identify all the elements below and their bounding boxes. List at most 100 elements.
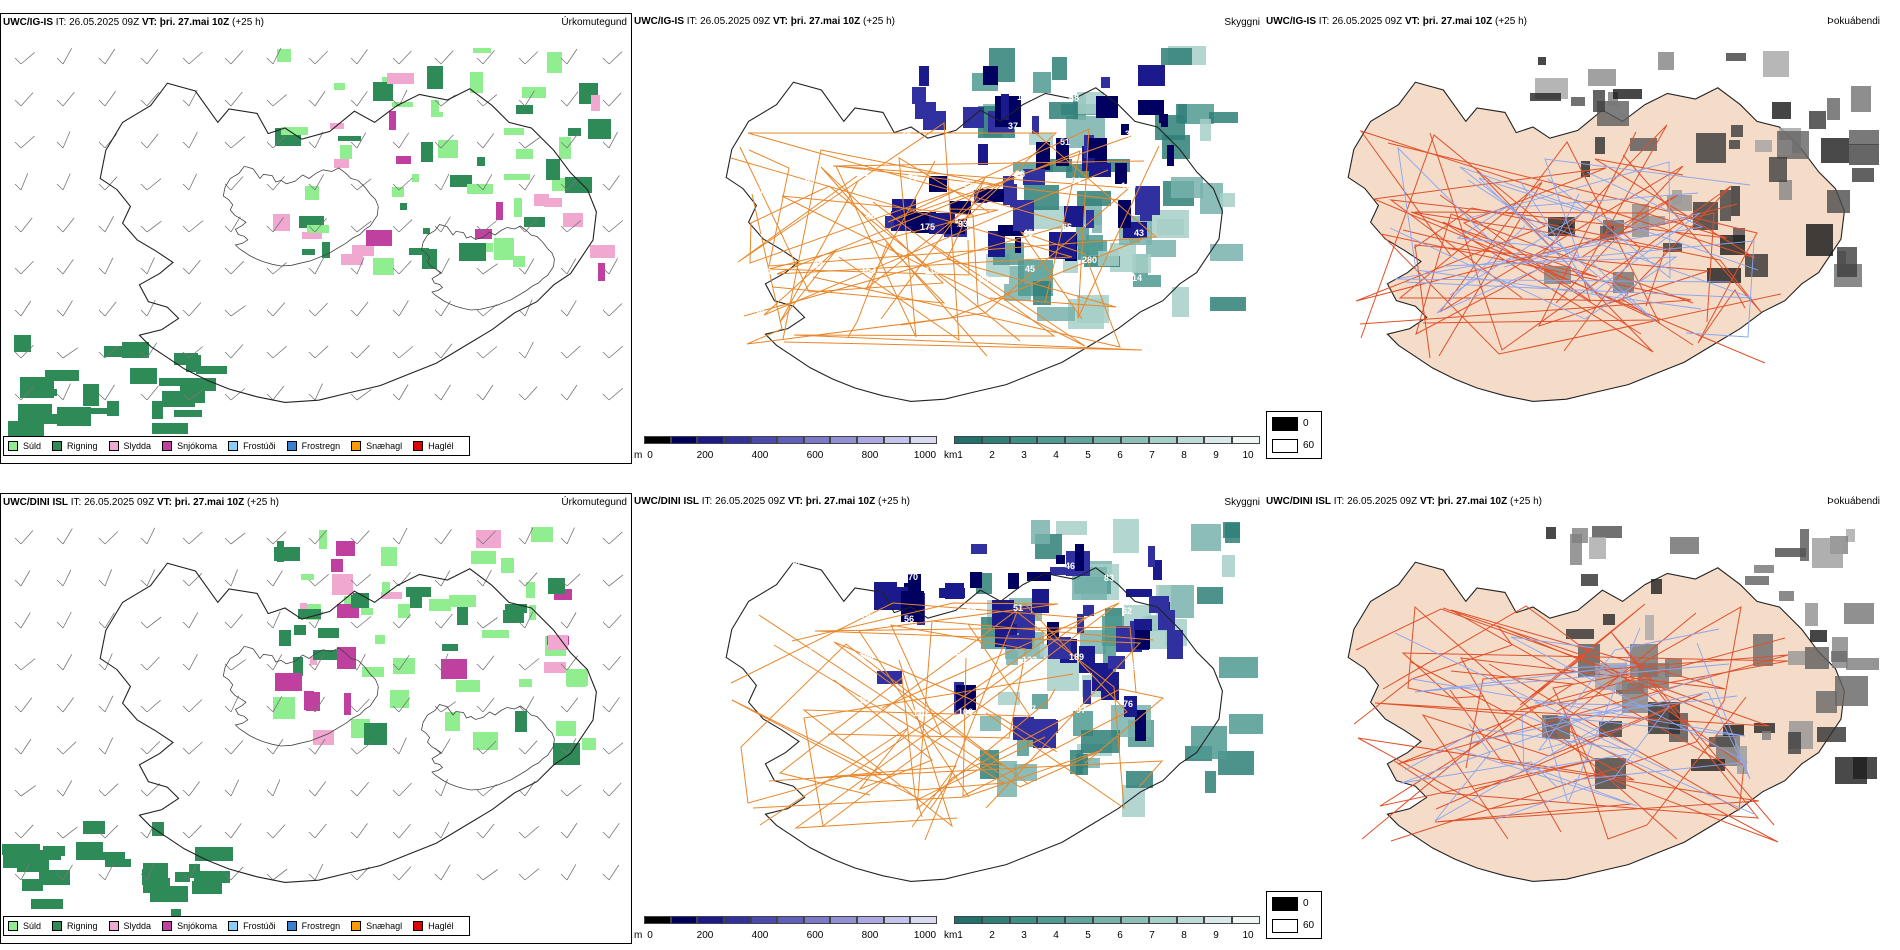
wind-barb xyxy=(140,99,148,107)
wind-barb xyxy=(476,747,484,755)
fog-cell xyxy=(1588,69,1616,86)
precip-cell xyxy=(427,66,443,89)
cloud-base-label: 10 xyxy=(761,267,771,277)
wind-barb xyxy=(440,300,451,317)
wind-barb xyxy=(314,573,329,587)
wind-barb xyxy=(398,782,412,797)
road xyxy=(731,699,1046,800)
precip-cell xyxy=(130,368,157,384)
coastline xyxy=(99,82,597,403)
ceiling-cell xyxy=(1121,124,1129,135)
wind-barb xyxy=(608,345,623,359)
wind-barb xyxy=(62,780,73,797)
ceiling-cell xyxy=(1001,94,1009,120)
road xyxy=(768,208,999,276)
wind-barb xyxy=(566,91,579,107)
fog-cell xyxy=(1745,254,1768,277)
wind-barb xyxy=(14,309,22,317)
wind-barb xyxy=(230,136,246,149)
wind-barb xyxy=(524,51,539,65)
colorbar-segment xyxy=(803,916,831,924)
wind-barb xyxy=(476,267,484,275)
wind-barb xyxy=(476,99,484,107)
colorbar-tick: 6 xyxy=(1117,930,1123,941)
fog-cell xyxy=(1731,125,1743,137)
fog-cell xyxy=(1846,658,1879,670)
wind-barb xyxy=(392,57,400,65)
road xyxy=(781,195,1086,347)
wind-barb xyxy=(98,267,106,275)
cloud-base-label: 56 xyxy=(904,614,914,624)
wind-barb xyxy=(140,537,148,545)
wind-barb xyxy=(398,132,410,149)
visibility-cell xyxy=(1210,297,1246,311)
ceiling-cell xyxy=(1023,169,1045,185)
legend-swatch xyxy=(351,921,362,931)
wind-barb xyxy=(350,747,358,755)
wind-barb xyxy=(266,225,274,233)
visibility-cell xyxy=(1191,524,1221,551)
wind-barb xyxy=(20,344,34,359)
colorbar-segment xyxy=(1120,916,1149,924)
precip-cell xyxy=(310,657,317,665)
wind-barb xyxy=(266,747,274,755)
fog-cell xyxy=(1754,723,1775,733)
wind-barb xyxy=(230,613,243,629)
cloud-base-label: 153 xyxy=(861,265,876,275)
ceiling-cell xyxy=(1108,656,1125,669)
visibility-cell xyxy=(1013,162,1053,172)
precip-cell xyxy=(162,391,195,407)
wind-barb xyxy=(356,388,372,401)
ceiling-cell xyxy=(1101,77,1110,88)
wind-barb xyxy=(272,345,287,359)
fog-cell xyxy=(1853,757,1877,779)
visibility-cell xyxy=(1037,307,1075,321)
visibility-cell xyxy=(1113,519,1139,553)
cloud-base-label: 71 xyxy=(733,76,743,86)
fog-cell xyxy=(1581,161,1590,177)
visibility-cell xyxy=(1222,555,1235,577)
colorbar-tick: 10 xyxy=(1242,450,1254,461)
cloud-base-label: 74 xyxy=(861,610,871,620)
colorbar-tick: 7 xyxy=(1149,450,1155,461)
cloud-base-label: 10 xyxy=(956,573,966,583)
visibility-cell xyxy=(1033,72,1051,93)
wind-barb xyxy=(188,51,203,65)
wind-barb xyxy=(62,217,75,233)
precip-cell xyxy=(554,589,572,600)
ceiling-cell xyxy=(1148,546,1155,567)
wind-barb xyxy=(350,225,358,233)
precip-legend: Súld Rigning Slydda Snjókoma Frostúði Frostre… xyxy=(3,916,470,936)
cloud-base-label: 76 xyxy=(857,77,867,87)
precip-cell xyxy=(567,674,586,687)
wind-barb xyxy=(98,747,106,755)
river xyxy=(1434,707,1633,822)
river xyxy=(1521,713,1755,815)
wind-barb xyxy=(104,653,113,671)
colorbar-tick: 4 xyxy=(1053,930,1059,941)
precip-cell xyxy=(275,673,302,691)
wind-barb xyxy=(392,789,400,797)
wind-barb xyxy=(356,301,369,317)
wind-barb xyxy=(146,92,160,107)
cloud-base-label: 70 xyxy=(962,85,972,95)
wind-barb xyxy=(188,573,203,587)
fog-cell xyxy=(1696,133,1726,163)
wind-barb xyxy=(272,135,287,149)
wind-barb xyxy=(308,141,316,149)
wind-barb xyxy=(140,351,148,359)
wind-barb xyxy=(524,299,533,317)
fog-cell xyxy=(1805,647,1829,669)
colorbar-segment xyxy=(883,436,911,444)
wind-barb xyxy=(356,530,370,545)
cloud-base-label: 51 xyxy=(1013,603,1023,613)
road xyxy=(833,641,1058,766)
cloud-base-label: 116 xyxy=(925,266,940,276)
precip-cell xyxy=(152,401,163,419)
fog-cell xyxy=(1546,527,1556,539)
precip-cell xyxy=(45,370,79,381)
wind-barb xyxy=(188,302,202,317)
wind-barb xyxy=(602,225,610,233)
wind-barb xyxy=(146,569,156,587)
colorbar-segment xyxy=(750,916,778,924)
